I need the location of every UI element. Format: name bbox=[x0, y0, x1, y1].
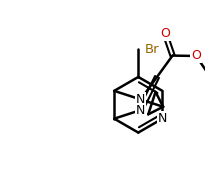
Text: N: N bbox=[158, 112, 167, 125]
Text: O: O bbox=[160, 27, 170, 40]
Text: O: O bbox=[191, 49, 201, 62]
Text: N: N bbox=[136, 93, 145, 106]
Text: N: N bbox=[136, 104, 145, 117]
Text: Br: Br bbox=[145, 43, 159, 56]
